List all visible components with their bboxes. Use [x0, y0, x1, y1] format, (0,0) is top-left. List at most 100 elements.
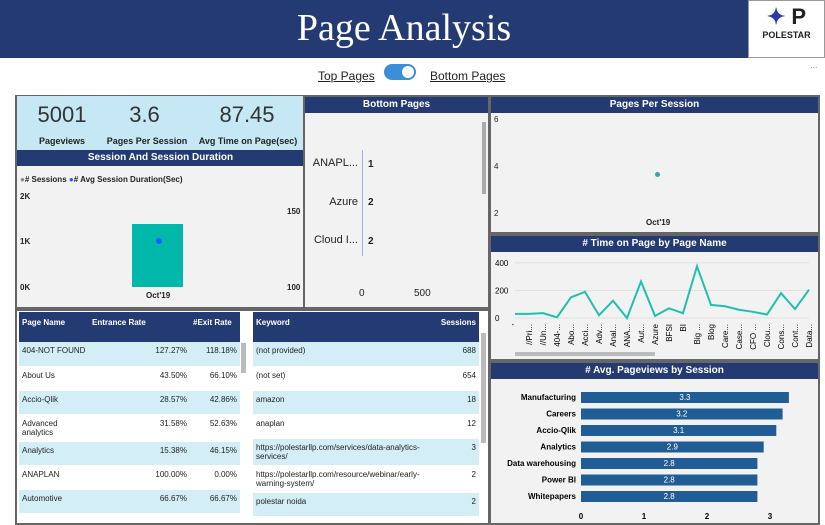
x-tick: BFSI [665, 324, 674, 342]
bar-label: Cloud I... [313, 234, 358, 246]
x-tick: BI [679, 324, 688, 332]
table-row[interactable]: amazon 18 [253, 390, 479, 415]
bar-label: Accio-Qlik [536, 426, 576, 435]
y-tick: 200 [495, 286, 509, 295]
time-on-page-line [515, 263, 810, 320]
session-legend: ●# Sessions ●# Avg Session Duration(Sec) [20, 175, 183, 184]
legend-avg-duration: # Avg Session Duration(Sec) [73, 175, 183, 184]
bar-value: 1 [368, 159, 374, 170]
col-exit-rate[interactable]: #Exit Rate [190, 312, 240, 342]
table-cell: 688 [437, 342, 479, 367]
table-row[interactable]: anaplan 12 [253, 414, 479, 439]
bar [581, 458, 758, 469]
y-tick-right: 150 [287, 207, 301, 216]
y-tick: 4 [494, 162, 499, 171]
bar-label: Azure [329, 196, 358, 208]
table-cell: 18 [437, 390, 479, 415]
table-cell: (not provided) [253, 342, 438, 367]
table-row[interactable]: (not provided) 688 [253, 342, 479, 367]
bar [581, 408, 783, 420]
page-table: Page Name Entrance Rate #Exit Rate 404-NO… [19, 312, 240, 522]
keyword-table-scrollbar[interactable] [481, 333, 486, 443]
table-row[interactable]: (not set) 654 [253, 366, 479, 391]
scrollbar[interactable] [482, 122, 486, 194]
table-cell: 0.00% [190, 465, 240, 490]
table-cell: amazon [253, 390, 438, 415]
sessions-bar[interactable] [132, 224, 183, 287]
table-cell: Automotive [19, 489, 89, 514]
col-entrance-rate[interactable]: Entrance Rate [89, 312, 190, 342]
bar [581, 474, 758, 486]
bar-label: Power BI [542, 476, 576, 485]
table-cell: https://polestarllp.com/services/data-an… [253, 438, 438, 466]
col-keyword[interactable]: Keyword [253, 312, 438, 342]
table-row[interactable]: polestar noida 2 [253, 492, 479, 517]
table-row[interactable]: Accio-Qlik 28.57% 42.86% [19, 390, 240, 415]
pages-per-session-title: Pages Per Session [491, 97, 818, 113]
legend-sessions: # Sessions [24, 175, 67, 184]
pages-toggle[interactable] [384, 64, 416, 80]
x-tick: Big ... [693, 324, 702, 344]
table-cell: 46.15% [190, 441, 240, 466]
table-cell: 127.27% [89, 342, 190, 367]
pages-per-session-point[interactable] [655, 172, 660, 177]
table-cell: 2 [437, 465, 479, 493]
bar [581, 425, 777, 436]
table-row[interactable]: https://polestarllp.com/resource/webinar… [253, 465, 479, 493]
col-sessions[interactable]: Sessions [437, 312, 479, 342]
table-row[interactable]: Advanced analytics 31.58% 52.63% [19, 414, 240, 442]
x-tick: Case... [735, 324, 744, 349]
y-tick: 400 [495, 259, 509, 268]
col-page-name[interactable]: Page Name [19, 312, 89, 342]
time-on-page-title: # Time on Page by Page Name [491, 236, 818, 252]
table-cell: 2 [437, 492, 479, 517]
table-cell: Analytics [19, 441, 89, 466]
kpi-label: Pageviews [38, 136, 86, 146]
y-tick-right: 100 [287, 283, 301, 292]
more-options-icon[interactable]: ... [810, 60, 818, 70]
bar-value: 3.3 [679, 393, 691, 402]
bar-value: 2.8 [664, 476, 676, 485]
table-cell: 12 [437, 414, 479, 439]
x-tick: 404-... [553, 324, 562, 347]
y-tick: 2 [494, 209, 499, 218]
table-row[interactable]: 404-NOT FOUND 127.27% 118.18% [19, 342, 240, 367]
table-row[interactable]: Automotive 66.67% 66.67% [19, 489, 240, 514]
bar-label: Data warehousing [507, 459, 576, 468]
page-table-scrollbar[interactable] [241, 343, 246, 373]
table-cell: 3 [437, 438, 479, 466]
table-cell: 42.86% [190, 390, 240, 415]
x-tick: Data... [805, 324, 814, 348]
table-cell: (not set) [253, 366, 438, 391]
top-pages-link[interactable]: Top Pages [318, 69, 375, 83]
x-tick: Acci... [581, 324, 590, 346]
time-on-page-panel [489, 234, 820, 361]
table-cell: 66.67% [89, 489, 190, 514]
bottom-pages-link[interactable]: Bottom Pages [430, 69, 506, 83]
table-cell: 52.63% [190, 414, 240, 442]
table-cell: 43.50% [89, 366, 190, 391]
table-row[interactable]: About Us 43.50% 66.10% [19, 366, 240, 391]
bar [581, 491, 758, 502]
kpi-label: Pages Per Session [106, 136, 188, 146]
avg-duration-point[interactable] [156, 238, 162, 244]
table-cell: https://polestarllp.com/resource/webinar… [253, 465, 438, 493]
table-row[interactable]: Analytics 15.38% 46.15% [19, 441, 240, 466]
bar-value: 2 [368, 197, 374, 208]
table-cell: 100.00% [89, 465, 190, 490]
x-tick: ANA... [623, 324, 632, 347]
table-row[interactable]: ANAPLAN 100.00% 0.00% [19, 465, 240, 490]
table-cell: Advanced analytics [19, 414, 89, 442]
y-tick: 1K [20, 237, 31, 246]
kpi-value: 5001 [37, 102, 87, 127]
table-cell: 118.18% [190, 342, 240, 367]
bar-label: Whitepapers [528, 492, 577, 501]
y-tick: 6 [494, 115, 499, 124]
horizontal-scrollbar [515, 352, 655, 356]
bottom-pages-title: Bottom Pages [305, 97, 488, 113]
bar [581, 392, 789, 403]
page-title: Page Analysis [0, 0, 748, 58]
pages-per-session-panel [489, 95, 820, 234]
table-row[interactable]: https://polestarllp.com/services/data-an… [253, 438, 479, 466]
x-tick: 0 [359, 288, 365, 299]
